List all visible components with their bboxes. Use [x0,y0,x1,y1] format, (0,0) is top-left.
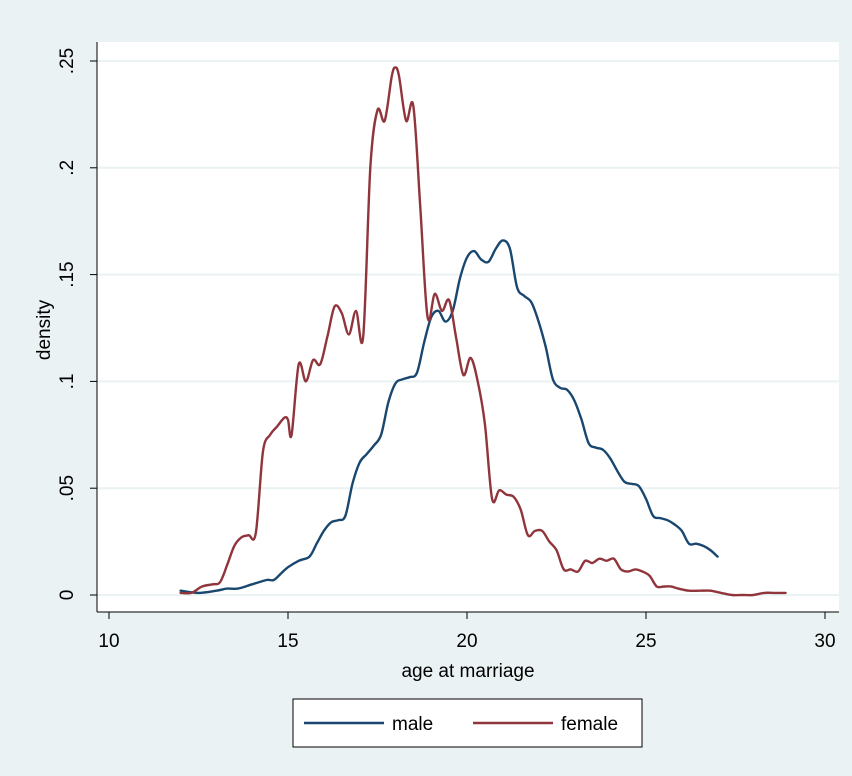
series-line-male [179,239,719,595]
y-tick-label: .1 [57,373,78,389]
y-tick-label: .15 [57,261,78,287]
x-axis-label: age at marriage [401,661,534,682]
x-tick-label: 15 [277,631,298,652]
y-axis-label: density [34,299,55,360]
x-axis: 10 15 20 25 30 [97,611,839,652]
x-tick-label: 20 [456,631,477,652]
y-tick-label: .05 [57,475,78,501]
legend-label-female: female [561,714,618,735]
legend: male female [292,698,643,748]
series-lines [179,66,787,597]
y-tick-label: .2 [57,160,78,176]
x-tick-label: 25 [635,631,656,652]
x-tick-label: 10 [98,631,119,652]
legend-label-male: male [392,714,433,735]
gridlines [97,60,839,596]
y-tick-label: .25 [57,48,78,74]
x-tick-label: 30 [814,631,835,652]
plot-area [97,42,839,612]
legend-box [292,698,643,748]
y-tick-label: 0 [57,590,78,601]
y-axis: 0 .05 .1 .15 .2 .25 [57,42,98,612]
series-line-female [179,66,787,597]
